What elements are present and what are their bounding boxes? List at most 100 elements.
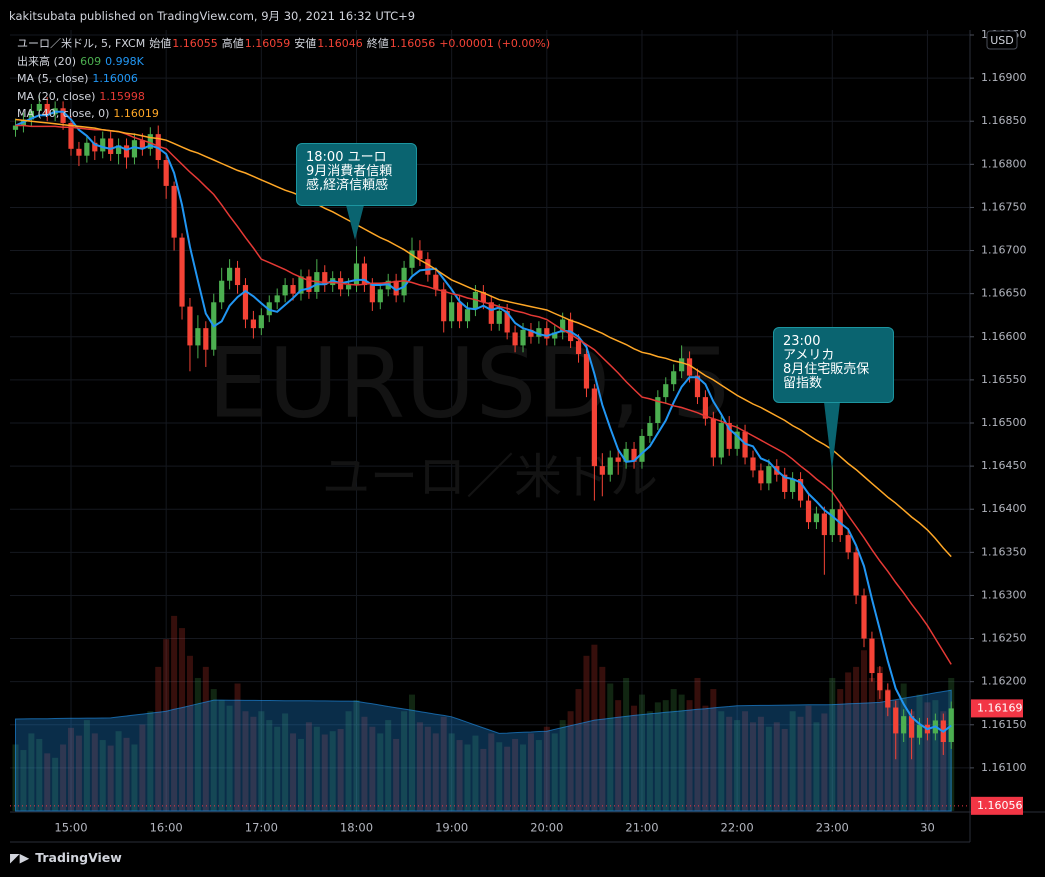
candle-body xyxy=(108,138,114,154)
legend-row: MA (20, close) 1.15998 xyxy=(17,88,554,106)
candle-body xyxy=(679,358,685,372)
annotation-line: 8月住宅販売保 xyxy=(783,362,870,377)
volume-bar xyxy=(282,713,289,811)
candle-body xyxy=(790,479,796,492)
volume-bar xyxy=(781,728,788,811)
volume-bar xyxy=(409,694,415,811)
x-tick-label: 23:00 xyxy=(816,821,849,835)
volume-bar xyxy=(171,615,178,811)
volume-bar xyxy=(868,677,875,811)
legend-volume-value: 0.998K xyxy=(105,54,144,68)
legend-series-name: MA (40, close, 0) xyxy=(17,107,110,120)
candle-body xyxy=(599,466,605,475)
volume-bar xyxy=(575,689,582,811)
volume-bar xyxy=(20,750,27,811)
candle-body xyxy=(274,295,280,303)
volume-bar xyxy=(401,711,408,811)
candle-body xyxy=(234,267,241,286)
volume-bar xyxy=(416,722,423,811)
volume-bar xyxy=(115,731,122,811)
volume-bar xyxy=(107,745,114,811)
candle-body xyxy=(377,289,383,303)
volume-bar xyxy=(861,650,868,811)
candle-body xyxy=(845,535,851,553)
volume-bar xyxy=(464,744,471,811)
x-tick-label: 20:00 xyxy=(530,821,563,835)
volume-bar xyxy=(504,746,511,811)
volume-bar xyxy=(940,711,947,811)
candle-body xyxy=(195,328,201,346)
candle-body xyxy=(203,328,209,350)
annotation-line: 感,経済信頼感 xyxy=(306,178,389,193)
candle-body xyxy=(758,470,764,484)
y-tick-label: 1.16900 xyxy=(981,71,1027,84)
candle-body xyxy=(615,457,621,462)
price-marker-label: 1.16169 xyxy=(977,701,1023,714)
candle-body xyxy=(536,328,542,337)
volume-bar xyxy=(353,700,360,811)
volume-bar xyxy=(480,748,487,811)
candle-body xyxy=(829,509,835,536)
legend-ohlc-name: 始値 xyxy=(149,37,172,50)
candle-body xyxy=(147,134,153,149)
candle-body xyxy=(702,397,709,419)
volume-bar xyxy=(68,727,75,811)
x-tick-label: 21:00 xyxy=(625,821,658,835)
volume-bar xyxy=(385,720,392,811)
y-tick-label: 1.16750 xyxy=(981,200,1027,213)
candle-body xyxy=(187,306,193,346)
candle-body xyxy=(916,724,923,738)
volume-bar xyxy=(591,644,598,811)
candle-body xyxy=(456,302,463,322)
volume-bar xyxy=(242,711,249,811)
candle-body xyxy=(131,140,138,158)
currency-badge[interactable] xyxy=(986,30,1018,50)
candle-body xyxy=(504,310,510,333)
legend-series-value: 1.16019 xyxy=(113,107,159,120)
legend-volume-value: 609 xyxy=(80,54,102,68)
legend-row: ユーロ／米ドル, 5, FXCM 始値1.16055 高値1.16059 安値1.16… xyxy=(17,35,554,53)
volume-bar xyxy=(702,705,709,811)
y-tick-label: 1.16450 xyxy=(981,459,1027,472)
volume-bar xyxy=(900,683,907,811)
volume-bar xyxy=(60,744,67,811)
volume-bar xyxy=(678,694,685,811)
callout-pointer xyxy=(346,205,364,240)
candle-body xyxy=(528,329,534,337)
candle-body xyxy=(449,302,455,322)
volume-bar xyxy=(36,738,43,811)
volume-bar xyxy=(210,689,217,811)
volume-bar xyxy=(694,677,701,811)
candle-body xyxy=(123,145,130,158)
candle-body xyxy=(393,280,399,296)
volume-bar xyxy=(662,700,669,811)
volume-bar xyxy=(567,711,574,811)
volume-bar xyxy=(155,666,162,811)
volume-bar xyxy=(670,689,677,811)
currency-label: USD xyxy=(990,34,1014,47)
volume-bar xyxy=(527,733,534,811)
legend-ohlc-value: 1.16046 xyxy=(317,37,363,50)
watermark: ユーロ／米ドル xyxy=(322,449,658,505)
x-tick-label: 22:00 xyxy=(721,821,754,835)
candle-body xyxy=(893,707,899,734)
volume-bar xyxy=(805,705,812,811)
candle-body xyxy=(520,329,526,346)
volume-bar xyxy=(393,738,400,811)
volume-bar xyxy=(734,720,741,811)
candle-body xyxy=(242,285,249,320)
candle-body xyxy=(12,125,19,130)
candle-body xyxy=(441,289,447,322)
volume-bar xyxy=(837,689,844,811)
volume-bar xyxy=(456,740,463,811)
candle-body xyxy=(623,448,629,462)
candle-body xyxy=(322,272,328,286)
candle-body xyxy=(369,285,375,303)
candle-body xyxy=(908,716,915,738)
candle-body xyxy=(639,435,645,462)
callout-pointer xyxy=(824,402,840,470)
volume-bar xyxy=(424,726,431,811)
volume-bar xyxy=(202,666,209,811)
volume-bar xyxy=(297,738,304,811)
